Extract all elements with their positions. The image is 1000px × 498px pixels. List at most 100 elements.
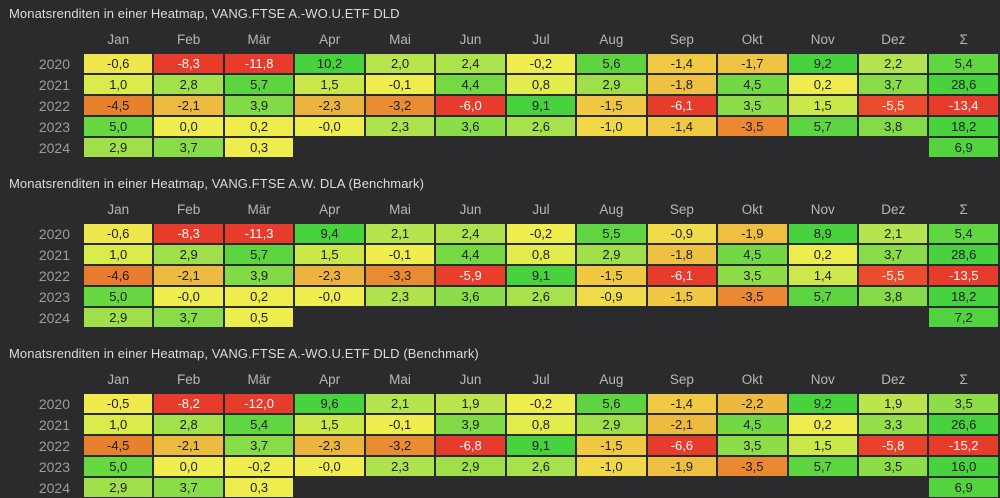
heatmap-grid: Jan Feb Mär Apr Mai Jun Jul Aug Sep Okt Nov Dez Σ 202…	[1, 27, 999, 158]
month-column-header: Feb	[177, 32, 201, 47]
month-column-header: Jul	[532, 372, 550, 387]
year-label: 2022	[38, 267, 70, 284]
heatmap-cell: 2,9	[576, 244, 647, 265]
heatmap-cell: -1,8	[646, 244, 718, 265]
corner-spacer	[1, 27, 83, 53]
heatmap-cell: 1,5	[294, 414, 365, 435]
heatmap-cell: -1,5	[576, 435, 647, 456]
heatmap-cell: 4,5	[717, 414, 788, 435]
heatmap-cell: 0,8	[505, 414, 577, 435]
heatmap-cell: -8,3	[153, 223, 224, 244]
year-label: 2020	[38, 55, 70, 72]
month-column-header: Nov	[810, 202, 835, 217]
month-column-header: Mär	[247, 372, 271, 387]
heatmap-cell: -4,6	[83, 265, 154, 286]
heatmap-row: 2023 5,0 0,0 -0,2 -0,0 2,3 2,9 2,6 -1,0 -1,9 -3,5 5…	[1, 456, 999, 477]
heatmap-cell	[717, 137, 787, 158]
heatmap-cell: -3,2	[364, 435, 436, 456]
month-column-header: Dez	[881, 32, 906, 47]
heatmap-cell: 3,5	[857, 456, 929, 477]
year-label: 2024	[38, 139, 70, 156]
year-label: 2024	[38, 479, 70, 496]
heatmap-cell: -0,0	[294, 456, 365, 477]
heatmap-cell: -3,5	[717, 456, 788, 477]
heatmap-cell: 4,4	[435, 74, 506, 95]
heatmap-cell: 2,8	[153, 414, 224, 435]
heatmap-cell: 3,7	[223, 435, 295, 456]
heatmap-cell: -13,4	[928, 95, 999, 116]
heatmap-cell: -2,2	[717, 393, 788, 414]
heatmap-cell: 9,2	[787, 393, 858, 414]
heatmap-cell: 2,9	[435, 456, 506, 477]
heatmap-cell: 3,3	[857, 414, 929, 435]
heatmap-cell: -2,1	[646, 414, 718, 435]
month-column-header: Sep	[669, 32, 694, 47]
heatmap-cell: -11,3	[223, 223, 295, 244]
heatmap-cell	[294, 477, 364, 498]
month-column-header: Jun	[459, 202, 482, 217]
heatmap-cell: 5,7	[223, 74, 295, 95]
heatmap-cell: -8,3	[153, 53, 224, 74]
heatmap-cell: -5,5	[857, 265, 929, 286]
heatmap-cell: 5,7	[787, 116, 858, 137]
heatmap-cell: 9,4	[294, 223, 365, 244]
heatmap-cell: -0,2	[223, 456, 295, 477]
heatmap-cell	[435, 137, 505, 158]
month-column-header: Mai	[389, 32, 411, 47]
heatmap-cell: -4,5	[83, 435, 154, 456]
heatmap-cell	[858, 137, 928, 158]
heatmap-section-1: Monatsrenditen in einer Heatmap, VANG.FT…	[0, 0, 1000, 158]
heatmap-cell: -1,5	[576, 265, 647, 286]
heatmap-cell: 0,3	[223, 137, 295, 158]
heatmap-cell	[576, 307, 646, 328]
heatmap-cell	[435, 307, 505, 328]
heatmap-cell: 1,4	[787, 265, 858, 286]
heatmap-cell: 2,1	[364, 393, 436, 414]
heatmap-cell: 2,9	[83, 307, 154, 328]
heatmap-cell: 0,2	[787, 414, 858, 435]
heatmap-cell: -5,8	[857, 435, 929, 456]
heatmap-cell: 3,8	[857, 116, 929, 137]
heatmap-cell: 1,5	[787, 435, 858, 456]
heatmap-cell	[576, 137, 646, 158]
heatmap-cell: 0,0	[153, 456, 224, 477]
month-column-header: Sep	[669, 372, 694, 387]
heatmap-title: Monatsrenditen in einer Heatmap, VANG.FT…	[9, 346, 479, 361]
heatmap-cell	[576, 477, 646, 498]
heatmap-cell: 5,0	[83, 116, 154, 137]
month-column-header: Apr	[319, 372, 341, 387]
heatmap-cell: -3,5	[717, 286, 788, 307]
heatmap-cell: -4,5	[83, 95, 154, 116]
heatmap-cell: 3,7	[153, 307, 224, 328]
heatmap-cell: 0,2	[787, 74, 858, 95]
heatmap-cell: 6,9	[928, 137, 999, 158]
heatmap-cell: 5,0	[83, 286, 154, 307]
heatmap-cell: 5,6	[576, 53, 647, 74]
heatmap-cell: 18,2	[928, 286, 999, 307]
heatmap-cell: 5,4	[928, 53, 999, 74]
heatmap-cell: 4,4	[435, 244, 506, 265]
heatmap-cell: 5,7	[787, 456, 858, 477]
year-label: 2023	[38, 118, 70, 135]
heatmap-cell: -0,2	[505, 393, 577, 414]
heatmap-cell: -2,3	[294, 435, 365, 456]
month-column-header: Jul	[532, 202, 550, 217]
month-column-header: Jan	[107, 32, 130, 47]
heatmap-cell: 3,7	[153, 137, 224, 158]
heatmap-row: 2020 -0,6 -8,3 -11,8 10,2 2,0 2,4 -0,2 5,6 -1,4 -1…	[1, 53, 999, 74]
heatmap-cell: -6,1	[646, 265, 718, 286]
heatmap-grid: Jan Feb Mär Apr Mai Jun Jul Aug Sep Okt Nov Dez Σ 202…	[1, 197, 999, 328]
year-label: 2024	[38, 309, 70, 326]
heatmap-cell: 9,1	[505, 435, 577, 456]
heatmap-cell	[647, 477, 717, 498]
heatmap-cell: 2,4	[435, 223, 506, 244]
heatmap-cell	[647, 137, 717, 158]
heatmap-cell	[717, 307, 787, 328]
heatmap-cell: -0,2	[505, 223, 577, 244]
month-column-header: Jan	[107, 372, 130, 387]
heatmap-cell: 2,1	[857, 223, 929, 244]
heatmap-row: 2022 -4,5 -2,1 3,7 -2,3 -3,2 -6,8 9,1 -1,5 -6,6 3,…	[1, 435, 999, 456]
heatmap-cell: -1,0	[576, 456, 647, 477]
heatmap-cell: -1,5	[646, 286, 718, 307]
heatmap-cell: 1,9	[435, 393, 506, 414]
